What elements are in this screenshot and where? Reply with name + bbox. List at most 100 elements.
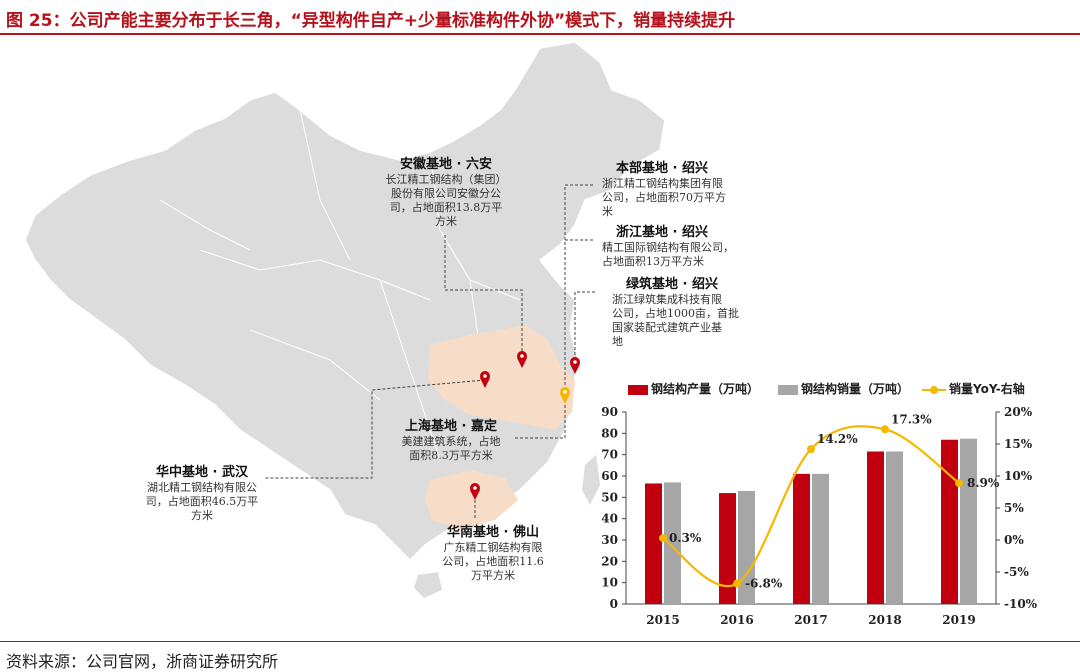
base-shanghai-line2: 面积8.3万平方米 <box>409 449 493 462</box>
base-benbu: 本部基地 · 绍兴 浙江精工钢结构集团有限 公司，占地面积70万平方 米 <box>602 162 762 219</box>
base-huazhong-line2: 司，占地面积46.5万平 <box>145 495 259 508</box>
yoy-point <box>881 425 889 434</box>
yoy-point <box>955 479 963 488</box>
y-tick-label: 90 <box>601 405 618 419</box>
legend-sales-swatch <box>778 384 798 395</box>
base-huanan-line3: 万平方米 <box>471 569 515 582</box>
y2-tick-label: 20% <box>1004 405 1033 419</box>
y2-tick-label: -10% <box>1004 597 1038 611</box>
legend-sales: 钢结构销量（万吨） <box>778 380 909 397</box>
base-huanan-line1: 广东精工钢结构有限 <box>443 541 543 554</box>
base-huazhong: 华中基地 · 武汉 湖北精工钢结构有限公 司，占地面积46.5万平 方米 <box>132 466 272 523</box>
legend-yoy-label: 销量YoY-右轴 <box>949 382 1025 396</box>
source-rule <box>0 641 1080 642</box>
y-tick-label: 70 <box>601 448 618 462</box>
china-map <box>24 41 666 598</box>
yoy-point <box>733 579 741 588</box>
base-anhui-line3: 司，占地面积13.8万平 <box>389 201 503 214</box>
base-lvzhu-line4: 地 <box>612 335 623 348</box>
map-highlight-guangdong <box>425 470 518 530</box>
legend-production-swatch <box>628 384 648 395</box>
y2-tick-label: 0% <box>1004 533 1024 547</box>
base-lvzhu: 绿筑基地 · 绍兴 浙江绿筑集成科技有限 公司，占地1000亩，首批 国家装配式… <box>612 278 772 349</box>
bar-sales <box>664 482 681 604</box>
y-tick-label: 10 <box>601 576 618 590</box>
base-huanan: 华南基地 · 佛山 广东精工钢结构有限 公司，占地面积11.6 万平方米 <box>430 526 556 583</box>
base-benbu-line1: 浙江精工钢结构集团有限 <box>602 177 723 190</box>
base-shanghai: 上海基地 · 嘉定 美建建筑系统，占地 面积8.3万平方米 <box>388 420 514 463</box>
map-pins <box>470 351 580 500</box>
x-tick-label: 2016 <box>720 613 753 627</box>
yoy-line <box>662 425 960 588</box>
base-zhejiang: 浙江基地 · 绍兴 精工国际钢结构有限公司， 占地面积13万平方米 <box>602 226 762 269</box>
map-connectors <box>265 184 595 518</box>
yoy-data-label: -6.8% <box>745 577 783 591</box>
bar-production <box>867 451 884 604</box>
y-tick-label: 50 <box>601 490 618 504</box>
title-bar: 图 25：公司产能主要分布于长三角，“异型构件自产+少量标准构件外协”模式下，销… <box>0 0 1080 35</box>
base-shanghai-title: 上海基地 · 嘉定 <box>405 419 497 434</box>
bar-line-chart: 0 10 20 30 40 50 60 70 80 90 -10% -5% 0% 5% 10% 15% 20% 2… <box>601 405 1038 627</box>
figure-title: 图 25：公司产能主要分布于长三角，“异型构件自产+少量标准构件外协”模式下，销… <box>6 11 736 31</box>
map-taiwan <box>582 455 600 505</box>
pin-shanghai-icon <box>560 387 570 404</box>
y-tick-label: 80 <box>601 426 618 440</box>
bar-production <box>793 473 810 604</box>
base-huanan-title: 华南基地 · 佛山 <box>447 525 539 540</box>
base-lvzhu-title: 绿筑基地 · 绍兴 <box>626 277 718 292</box>
bar-production <box>941 439 958 604</box>
base-anhui-line4: 方米 <box>435 215 457 228</box>
y2-tick-label: 10% <box>1004 469 1033 483</box>
pin-shaoxing-icon <box>570 357 580 374</box>
base-benbu-line2: 公司，占地面积70万平方 <box>602 191 726 204</box>
yoy-data-label: 17.3% <box>891 412 932 426</box>
x-tick-label: 2019 <box>942 613 975 627</box>
y-tick-label: 20 <box>601 554 618 568</box>
base-anhui-line1: 长江精工钢结构（集团） <box>385 173 507 186</box>
pin-foshan-icon <box>470 483 480 500</box>
map-land <box>24 41 666 562</box>
bar-sales <box>960 438 977 604</box>
y-tick-label: 0 <box>610 597 618 611</box>
base-huazhong-title: 华中基地 · 武汉 <box>156 465 248 480</box>
bar-production <box>719 493 736 604</box>
bar-sales <box>812 473 829 604</box>
base-anhui: 安徽基地 · 六安 长江精工钢结构（集团） 股份有限公司安徽分公 司，占地面积1… <box>372 158 520 229</box>
base-zhejiang-line2: 占地面积13万平方米 <box>602 255 704 268</box>
y2-tick-label: 15% <box>1004 437 1033 451</box>
base-benbu-title: 本部基地 · 绍兴 <box>616 161 708 176</box>
base-huazhong-line3: 方米 <box>191 509 213 522</box>
yoy-data-label: 8.9% <box>967 476 1000 490</box>
legend-yoy: 销量YoY-右轴 <box>922 380 1025 397</box>
yoy-point <box>659 534 667 543</box>
yoy-data-label: 0.3% <box>669 531 702 545</box>
x-tick-label: 2017 <box>794 613 827 627</box>
pin-wuhan-icon <box>480 371 490 388</box>
title-rule <box>0 33 1080 35</box>
yoy-point <box>807 445 815 454</box>
bar-production <box>645 483 662 604</box>
legend-sales-label: 钢结构销量（万吨） <box>801 382 910 396</box>
base-lvzhu-line3: 国家装配式建筑产业基 <box>612 321 722 334</box>
base-benbu-line3: 米 <box>602 205 613 218</box>
base-anhui-title: 安徽基地 · 六安 <box>400 157 492 172</box>
base-huanan-line2: 公司，占地面积11.6 <box>442 555 544 568</box>
yoy-data-label: 14.2% <box>817 432 858 446</box>
map-hainan <box>414 572 442 598</box>
bar-sales <box>886 451 903 604</box>
legend-production-label: 钢结构产量（万吨） <box>651 382 760 396</box>
base-shanghai-line1: 美建建筑系统，占地 <box>401 435 501 448</box>
base-lvzhu-line2: 公司，占地1000亩，首批 <box>612 307 739 320</box>
legend-production: 钢结构产量（万吨） <box>628 380 759 397</box>
y-tick-label: 60 <box>601 469 618 483</box>
y-tick-label: 40 <box>601 512 618 526</box>
y2-tick-label: 5% <box>1004 501 1024 515</box>
base-huazhong-line1: 湖北精工钢结构有限公 <box>147 481 257 494</box>
base-lvzhu-line1: 浙江绿筑集成科技有限 <box>612 293 722 306</box>
source-note: 资料来源：公司官网，浙商证券研究所 <box>6 652 279 671</box>
bar-sales <box>738 490 755 604</box>
pin-anhui-icon <box>517 351 527 368</box>
x-tick-label: 2018 <box>868 613 901 627</box>
base-zhejiang-line1: 精工国际钢结构有限公司， <box>602 241 734 254</box>
base-zhejiang-title: 浙江基地 · 绍兴 <box>616 225 708 240</box>
